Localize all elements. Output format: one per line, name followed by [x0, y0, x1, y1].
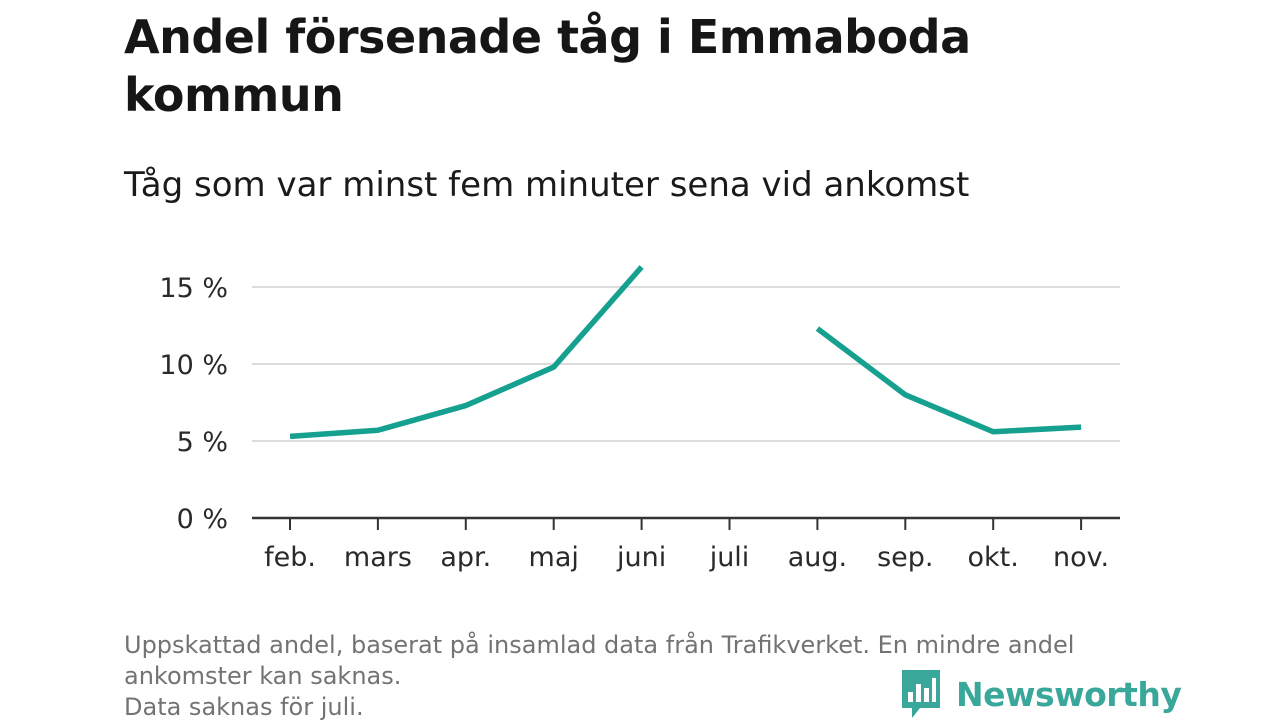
data-point	[375, 427, 381, 433]
x-tick-label: nov.	[1053, 542, 1109, 573]
x-tick-label: okt.	[968, 542, 1019, 573]
x-tick-label: mars	[344, 542, 412, 573]
data-point	[990, 429, 996, 435]
data-point	[551, 364, 557, 370]
footnote-line: Uppskattad andel, baserat på insamlad da…	[124, 631, 1075, 659]
y-tick-label: 5 %	[177, 427, 228, 458]
series-line-segment	[289, 265, 644, 440]
newsworthy-logo: Newsworthy	[900, 668, 1182, 720]
footnote: Uppskattad andel, baserat på insamlad da…	[124, 630, 1154, 723]
footnote-line: ankomster kan saknas.	[124, 662, 402, 690]
data-point	[814, 326, 820, 332]
x-tick-label: sep.	[877, 542, 933, 573]
x-tick-label: apr.	[440, 542, 491, 573]
x-tick-label: maj	[529, 542, 579, 573]
data-point	[639, 264, 645, 270]
brand-name: Newsworthy	[956, 674, 1182, 714]
x-tick-label: juli	[709, 542, 750, 573]
y-tick-label: 15 %	[159, 273, 228, 304]
data-point	[902, 392, 908, 398]
bar-chart-logo-icon	[902, 670, 940, 718]
data-point	[287, 433, 293, 439]
x-tick-label: feb.	[264, 542, 316, 573]
x-tick-label: aug.	[788, 542, 847, 573]
line-chart: 0 % 5 % 10 % 15 % feb. mars apr. maj juni juli au…	[159, 264, 1120, 573]
series-line-segment	[815, 326, 1082, 435]
x-tick-label: juni	[616, 542, 666, 573]
chart-title: Andel försenade tåg i Emmaboda kommun	[124, 10, 971, 122]
data-point	[463, 403, 469, 409]
footnote-line: Data saknas för juli.	[124, 693, 364, 721]
y-tick-label: 10 %	[159, 350, 228, 381]
data-point	[1078, 424, 1084, 430]
y-tick-label: 0 %	[177, 504, 228, 535]
chart-subtitle: Tåg som var minst fem minuter sena vid a…	[124, 165, 970, 205]
